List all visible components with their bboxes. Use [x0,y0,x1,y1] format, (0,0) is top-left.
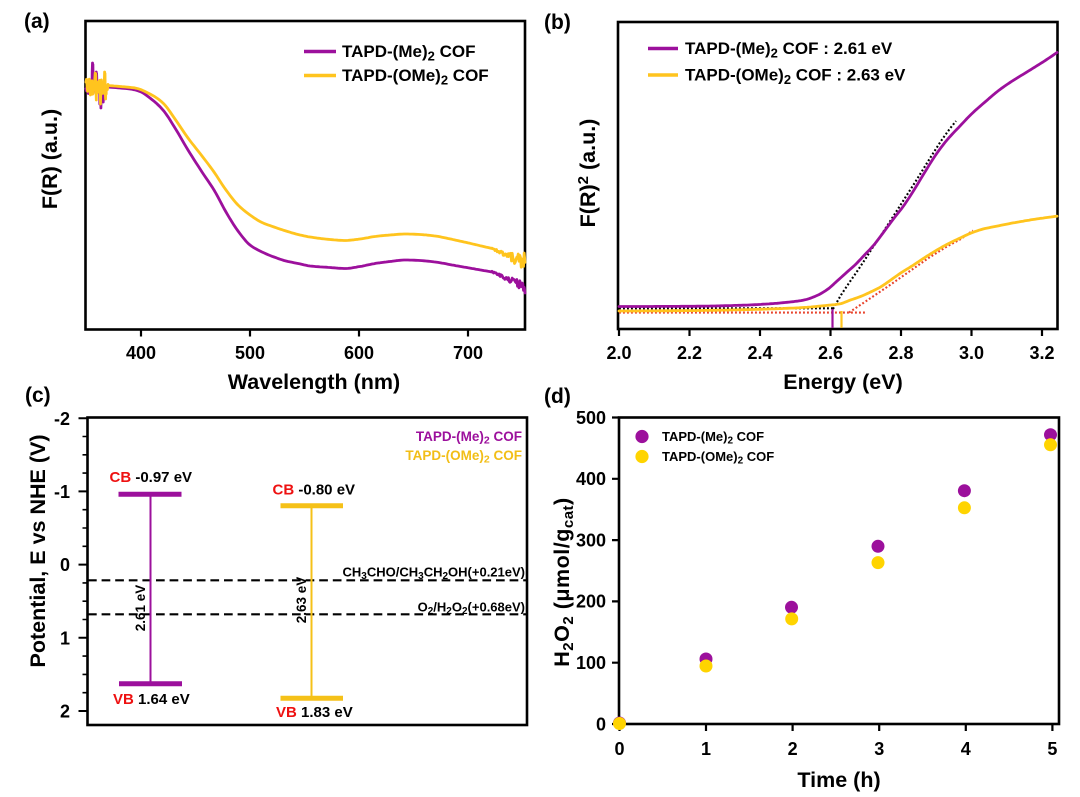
svg-text:2: 2 [60,702,70,722]
svg-text:TAPD-(Me)2 COF: TAPD-(Me)2 COF [342,42,475,64]
svg-text:0: 0 [596,714,606,734]
svg-text:TAPD-(OMe)2 COF: TAPD-(OMe)2 COF [662,449,774,467]
svg-text:2.63 eV: 2.63 eV [294,577,309,624]
svg-text:(c): (c) [25,384,51,407]
svg-text:2.4: 2.4 [747,343,772,363]
svg-text:-2: -2 [54,409,70,429]
svg-text:300: 300 [576,530,606,550]
svg-text:500: 500 [235,343,265,363]
svg-text:3.0: 3.0 [959,343,984,363]
svg-text:VB 1.83 eV: VB 1.83 eV [276,704,353,721]
svg-text:F(R) (a.u.): F(R) (a.u.) [38,109,62,209]
svg-text:TAPD-(Me)2 COF: TAPD-(Me)2 COF [416,429,522,447]
svg-text:(d): (d) [544,385,571,408]
svg-text:3.2: 3.2 [1029,343,1054,363]
svg-text:500: 500 [576,408,606,428]
svg-text:600: 600 [344,343,374,363]
svg-text:2.2: 2.2 [677,343,702,363]
svg-text:2.61 eV: 2.61 eV [133,585,148,632]
svg-text:TAPD-(OMe)2 COF: TAPD-(OMe)2 COF [342,66,489,88]
svg-text:2.8: 2.8 [888,343,913,363]
svg-text:VB 1.64 eV: VB 1.64 eV [113,691,190,708]
svg-text:5: 5 [1047,739,1057,759]
svg-text:CB -0.97 eV: CB -0.97 eV [110,469,193,486]
svg-text:F(R)2 (a.u.): F(R)2 (a.u.) [575,119,600,228]
svg-text:1: 1 [60,628,70,648]
svg-text:0: 0 [614,739,624,759]
svg-text:-1: -1 [54,482,70,502]
svg-text:700: 700 [453,343,483,363]
svg-text:CH3CHO/CH3CH2OH(+0.21eV): CH3CHO/CH3CH2OH(+0.21eV) [343,565,525,583]
svg-text:(b): (b) [544,11,571,34]
svg-text:Time (h): Time (h) [797,768,880,792]
svg-text:400: 400 [126,343,156,363]
svg-text:2.0: 2.0 [606,343,631,363]
svg-text:400: 400 [576,469,606,489]
svg-text:Energy (eV): Energy (eV) [783,370,902,394]
svg-text:1: 1 [701,739,711,759]
svg-text:TAPD-(OMe)2 COF : 2.63 eV: TAPD-(OMe)2 COF : 2.63 eV [685,66,906,88]
svg-text:CB -0.80 eV: CB -0.80 eV [273,482,356,499]
svg-text:100: 100 [576,653,606,673]
svg-text:Wavelength (nm): Wavelength (nm) [228,370,400,394]
svg-text:TAPD-(Me)2 COF : 2.61 eV: TAPD-(Me)2 COF : 2.61 eV [685,39,893,61]
svg-text:4: 4 [961,739,971,759]
svg-text:2: 2 [788,739,798,759]
svg-text:Potential, E vs NHE (V): Potential, E vs NHE (V) [26,435,50,668]
svg-text:0: 0 [60,555,70,575]
svg-text:O2/H2O2(+0.68eV): O2/H2O2(+0.68eV) [418,600,525,618]
svg-text:200: 200 [576,592,606,612]
svg-text:2.6: 2.6 [818,343,843,363]
svg-text:TAPD-(Me)2 COF: TAPD-(Me)2 COF [662,429,764,447]
svg-text:TAPD-(OMe)2 COF: TAPD-(OMe)2 COF [405,448,522,466]
svg-text:3: 3 [874,739,884,759]
svg-text:(a): (a) [24,10,50,33]
